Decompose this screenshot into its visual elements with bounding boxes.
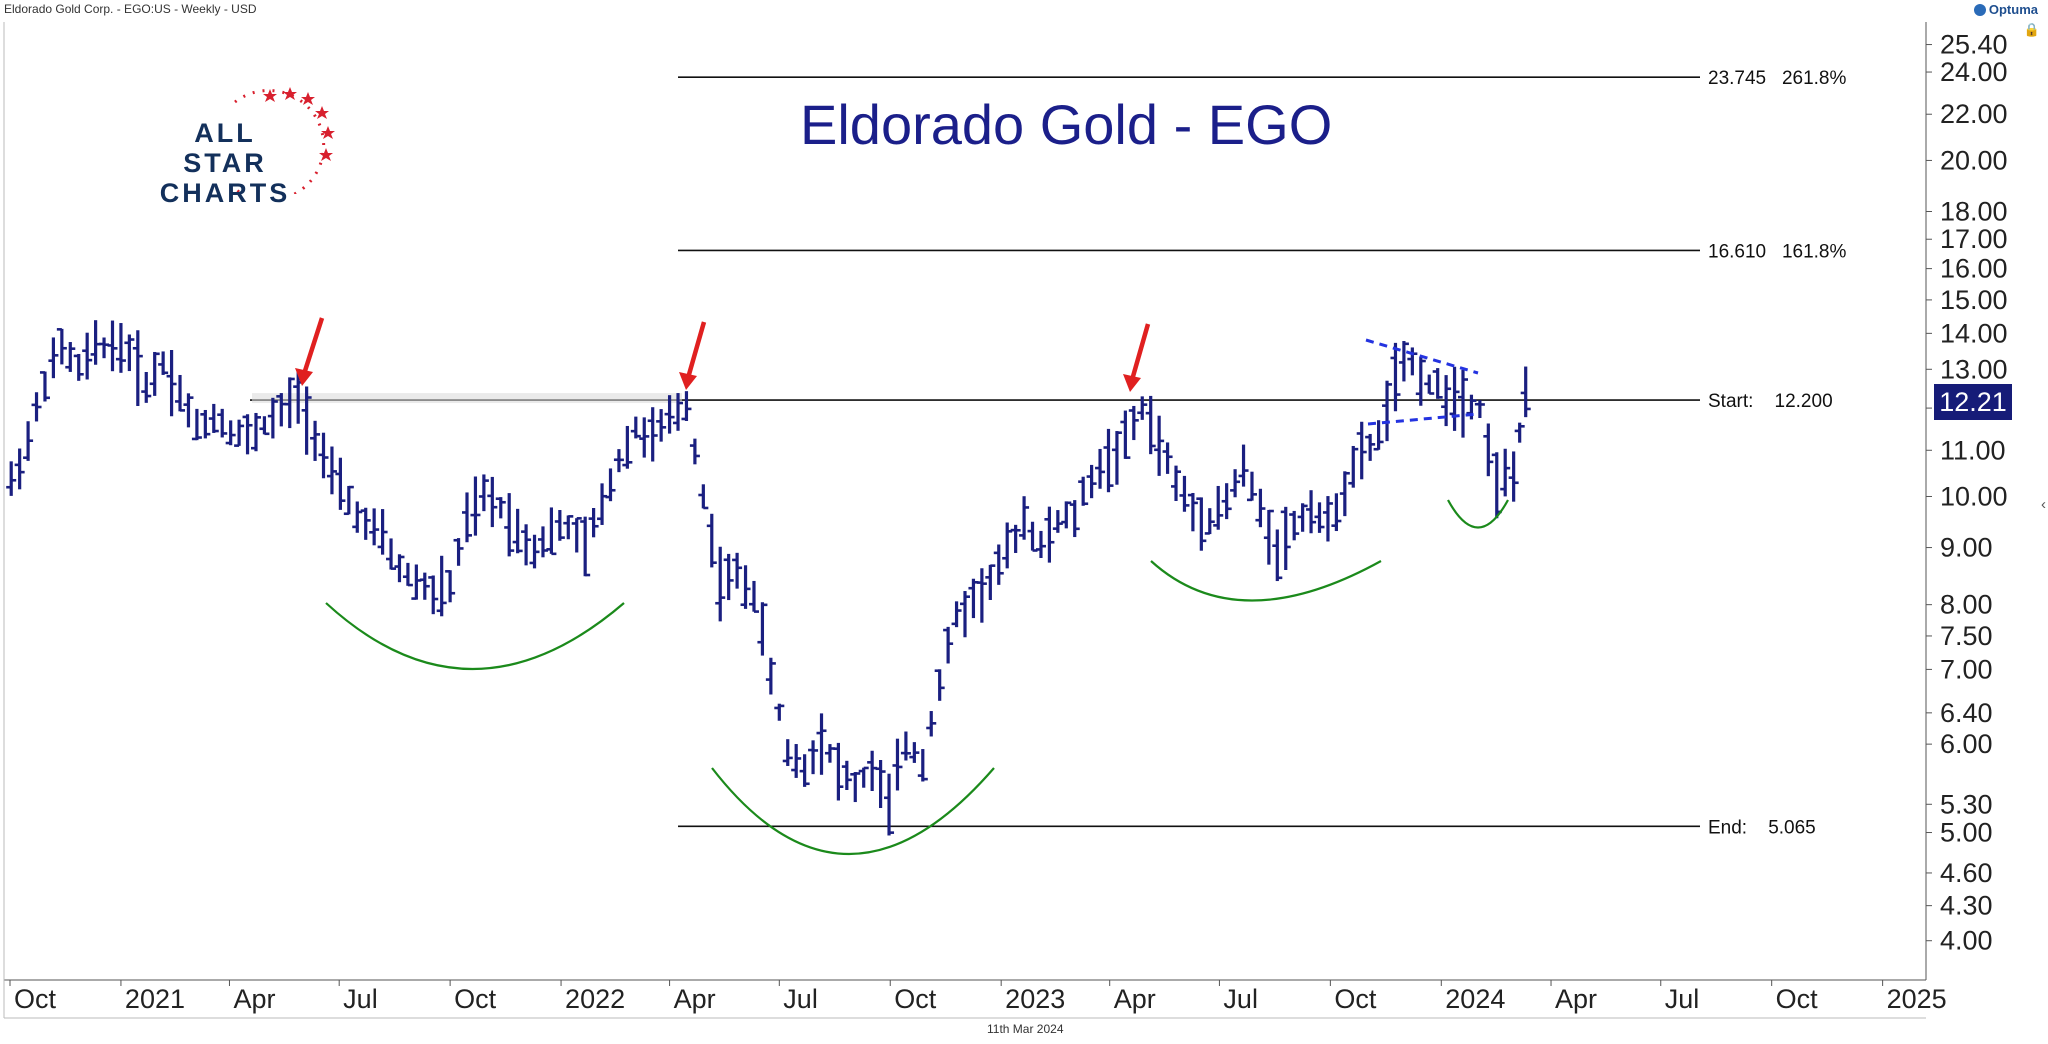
y-tick-label: 16.00 xyxy=(1940,254,2008,284)
y-tick-label: 18.00 xyxy=(1940,197,2008,227)
y-tick-label: 7.00 xyxy=(1940,654,1993,684)
all-star-charts-logo: ALL STAR CHARTS xyxy=(140,84,340,208)
x-tick-label: 2025 xyxy=(1887,984,1947,1014)
y-tick-label: 22.00 xyxy=(1940,99,2008,129)
fib-label: Start: 12.200 xyxy=(1708,391,1833,412)
red-arrowhead xyxy=(679,372,697,390)
logo-line-2: CHARTS xyxy=(159,178,291,208)
x-tick-label: 2023 xyxy=(1005,984,1065,1014)
y-tick-label: 4.30 xyxy=(1940,891,1993,921)
x-tick-label: Apr xyxy=(1555,984,1597,1014)
y-tick-label: 9.00 xyxy=(1940,533,1993,563)
logo-stars-ring xyxy=(234,87,335,202)
rounding-bottom-arc xyxy=(1150,560,1382,602)
y-tick-label: 17.00 xyxy=(1940,224,2008,254)
y-tick-label: 5.00 xyxy=(1940,818,1993,848)
optuma-logo-icon xyxy=(1973,4,1986,16)
fib-label: End: 5.065 xyxy=(1708,817,1816,838)
y-tick-label: 6.40 xyxy=(1940,698,1993,728)
y-tick-label: 5.30 xyxy=(1940,789,1993,819)
y-tick-label: 4.00 xyxy=(1940,926,1993,956)
chart-title: Eldorado Gold - EGO xyxy=(800,93,1333,156)
optuma-brand-label: Optuma xyxy=(1988,2,2038,17)
instrument-header: Eldorado Gold Corp. - EGO:US - Weekly - … xyxy=(4,2,257,16)
red-arrowhead xyxy=(1123,374,1141,392)
x-tick-label: 2021 xyxy=(125,984,185,1014)
fib-label: 16.610 161.8% xyxy=(1708,241,1846,262)
x-tick-label: Apr xyxy=(1114,984,1156,1014)
x-tick-label: Oct xyxy=(454,984,497,1014)
rounding-bottom-arc xyxy=(711,767,995,856)
x-tick-label: Jul xyxy=(343,984,378,1014)
x-tick-label: Apr xyxy=(233,984,275,1014)
x-tick-label: Oct xyxy=(1334,984,1377,1014)
optuma-brand: Optuma xyxy=(1973,2,2038,17)
y-tick-label: 15.00 xyxy=(1940,285,2008,315)
y-tick-label: 10.00 xyxy=(1940,481,2008,511)
lock-icon[interactable]: 🔒 xyxy=(2023,22,2040,37)
flag-upper-line xyxy=(1365,338,1479,375)
y-tick-label: 14.00 xyxy=(1940,318,2008,348)
red-arrow-shaft xyxy=(1129,323,1151,381)
y-tick-label: 6.00 xyxy=(1940,729,1993,759)
red-arrow-shaft xyxy=(301,317,325,375)
last-price-tag: 12.21 xyxy=(1934,384,2012,420)
x-tick-label: 2024 xyxy=(1445,984,1505,1014)
x-tick-label: 2022 xyxy=(565,984,625,1014)
x-tick-label: Jul xyxy=(1665,984,1700,1014)
red-arrow-shaft xyxy=(685,321,707,379)
resistance-zone xyxy=(252,393,682,404)
y-tick-label: 13.00 xyxy=(1940,354,2008,384)
y-tick-label: 25.40 xyxy=(1940,30,2008,60)
x-tick-label: Oct xyxy=(1776,984,1819,1014)
rounding-bottom-arc xyxy=(325,602,625,671)
logo-line-1: ALL STAR xyxy=(183,118,267,178)
flag-lower-line xyxy=(1367,412,1479,426)
y-tick-label: 24.00 xyxy=(1940,57,2008,87)
x-tick-label: Jul xyxy=(783,984,818,1014)
fib-label: 23.745 261.8% xyxy=(1708,68,1846,89)
rounding-bottom-arc xyxy=(1447,499,1509,529)
x-tick-label: Jul xyxy=(1223,984,1258,1014)
y-tick-label: 20.00 xyxy=(1940,145,2008,175)
x-tick-label: Oct xyxy=(894,984,937,1014)
x-tick-label: Oct xyxy=(14,984,57,1014)
x-tick-label: Apr xyxy=(674,984,716,1014)
footer-date: 11th Mar 2024 xyxy=(987,1022,1064,1036)
y-tick-label: 7.50 xyxy=(1940,621,1993,651)
y-tick-label: 11.00 xyxy=(1940,435,2006,465)
collapse-panel-icon[interactable]: ‹ xyxy=(2041,496,2046,513)
y-tick-label: 4.60 xyxy=(1940,858,1993,888)
y-tick-label: 8.00 xyxy=(1940,590,1993,620)
red-arrowhead xyxy=(295,368,313,386)
logo-text: ALL STAR CHARTS xyxy=(150,118,300,208)
